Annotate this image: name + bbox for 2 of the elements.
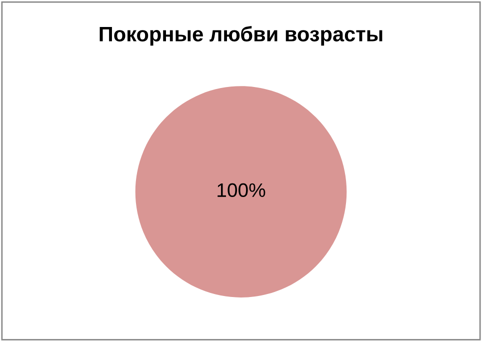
data-label: 100% xyxy=(218,183,266,198)
chart-title: Покорные любви возрасты xyxy=(100,26,382,46)
